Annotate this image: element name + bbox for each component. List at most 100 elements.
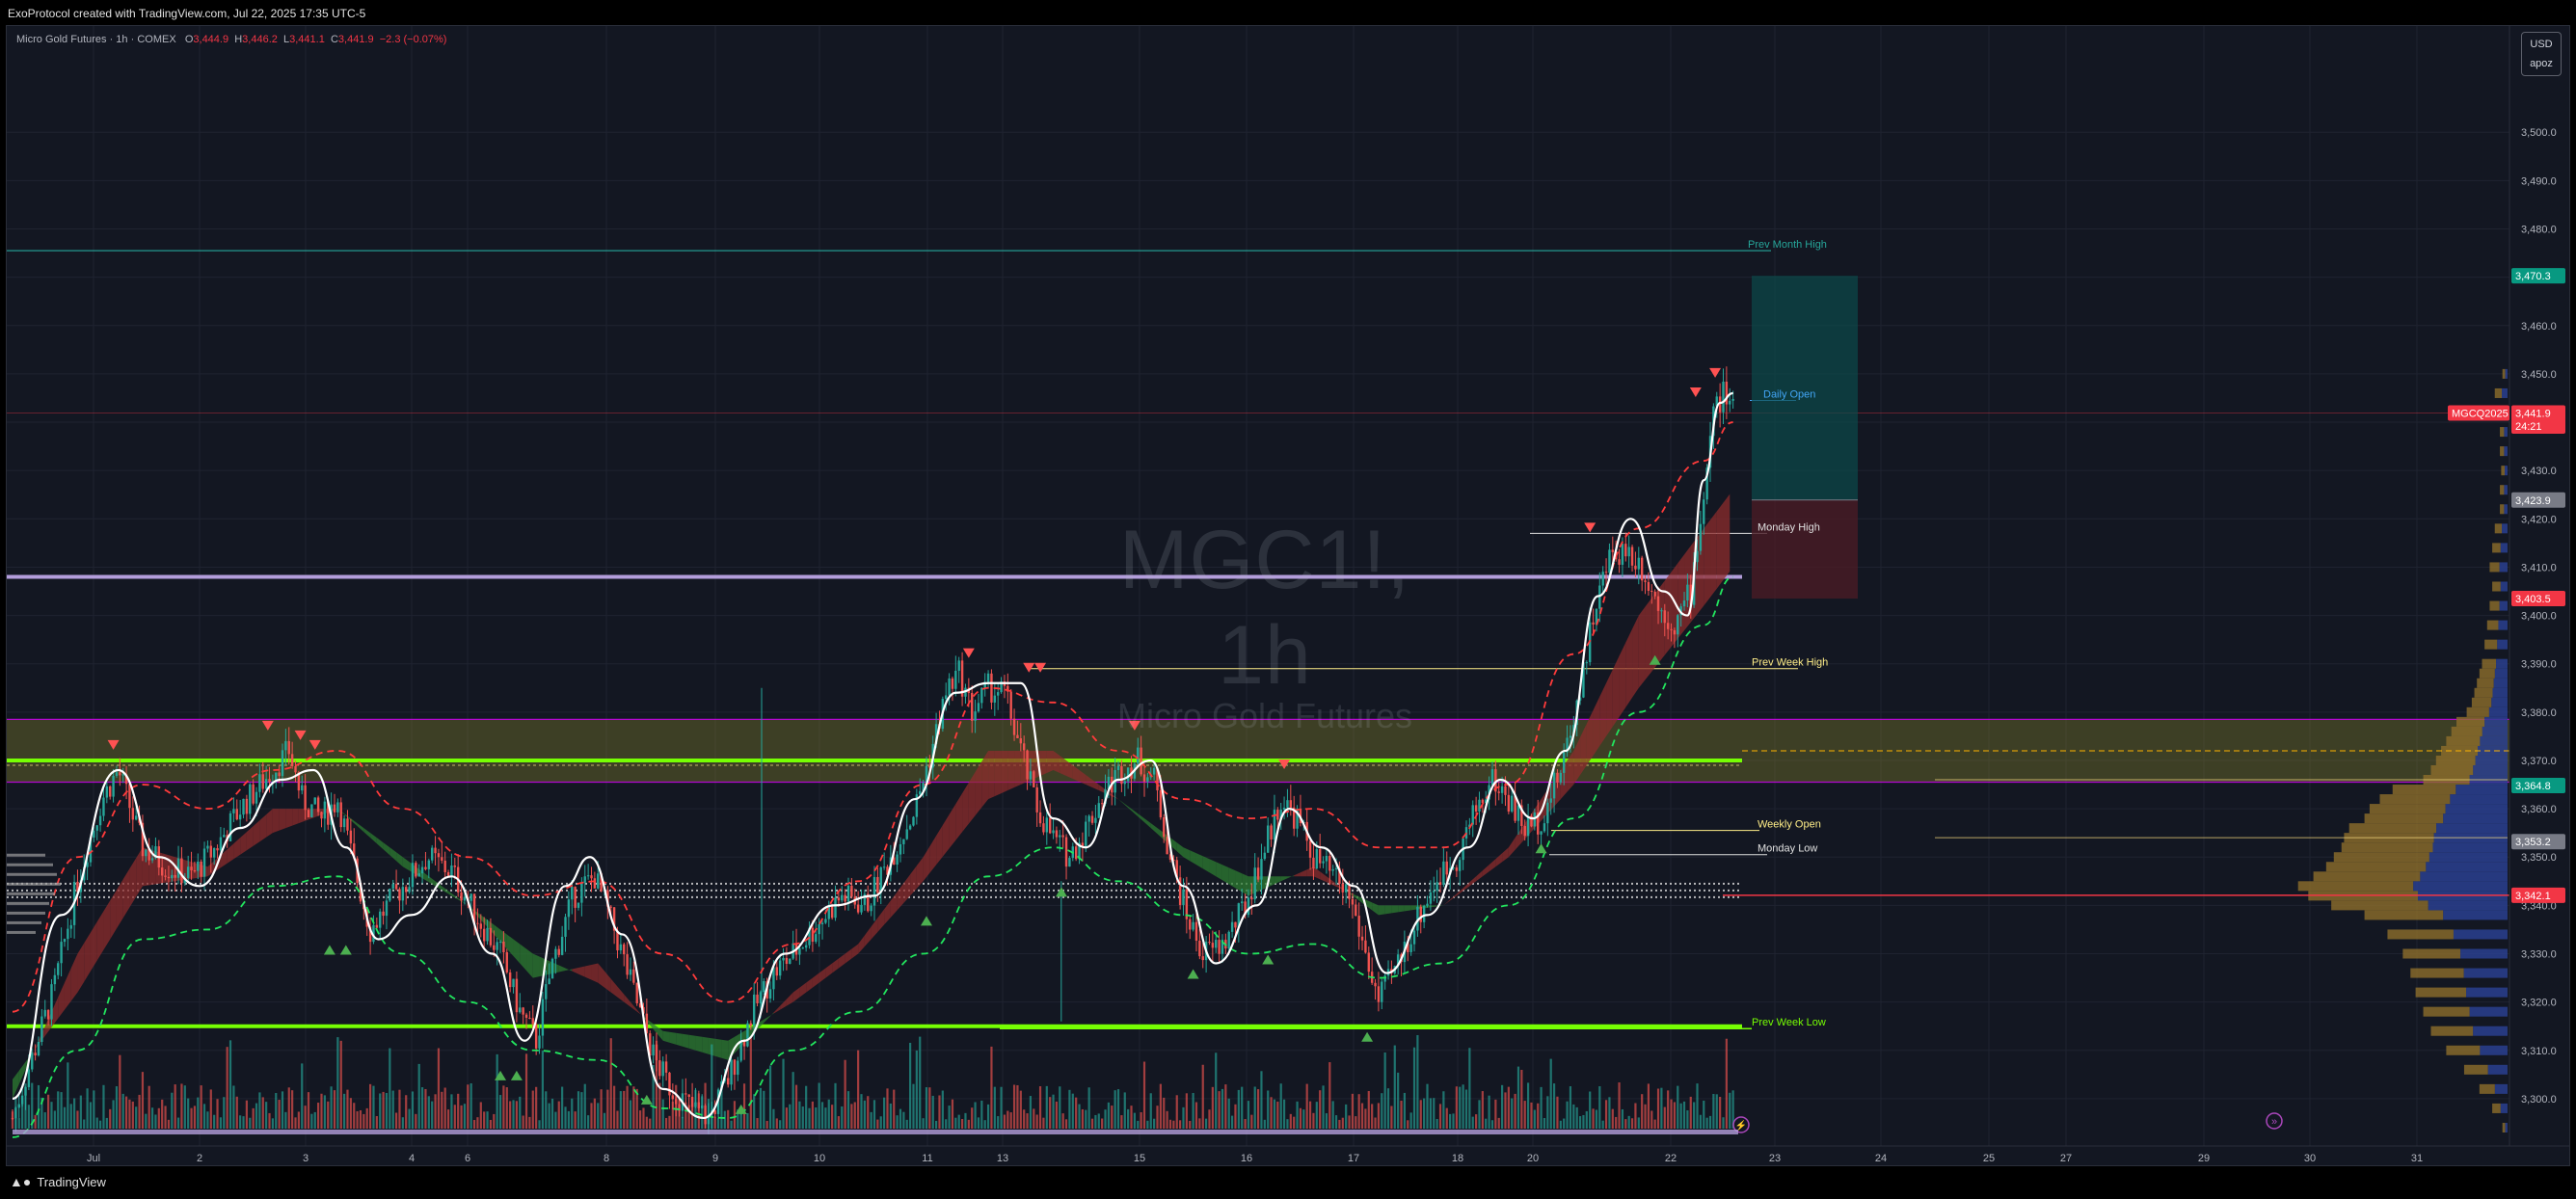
- volume-bar: [1641, 1094, 1644, 1129]
- volume-bar: [1719, 1097, 1722, 1129]
- volume-bar: [353, 1103, 356, 1129]
- ribbon-segment: [630, 1001, 637, 1012]
- volume-bar: [867, 1096, 870, 1129]
- volume-bar: [356, 1110, 359, 1129]
- volume-bar: [135, 1106, 138, 1129]
- ribbon-segment: [1235, 870, 1243, 893]
- candle-body: [1078, 842, 1081, 860]
- candle-body: [638, 1002, 642, 1007]
- ribbon-segment: [1320, 871, 1327, 883]
- currency-selector[interactable]: USD apoz: [2521, 32, 2562, 76]
- candle-body: [405, 887, 408, 893]
- candle-body: [290, 754, 294, 766]
- candle-body: [1234, 921, 1237, 928]
- volume-bar: [957, 1114, 960, 1129]
- volume-bar: [1189, 1120, 1192, 1129]
- price-axis-tick-label: 3,430.0: [2521, 466, 2557, 477]
- ribbon-segment: [1072, 764, 1080, 783]
- candle-body: [772, 967, 775, 990]
- candle-body: [1107, 776, 1111, 789]
- volume-bar: [498, 1095, 502, 1129]
- candle-body: [95, 825, 98, 831]
- tradingview-logo[interactable]: ▲● TradingView: [10, 1174, 106, 1189]
- candle-body: [40, 1016, 43, 1042]
- ribbon-segment: [981, 750, 989, 808]
- time-axis-tick-label: 17: [1348, 1153, 1359, 1164]
- session-volume-bar: [7, 882, 61, 886]
- volume-bar: [1201, 1064, 1204, 1129]
- volume-bar: [98, 1120, 102, 1129]
- volume-bar: [1052, 1094, 1055, 1129]
- chart-panel[interactable]: Prev Month High Daily Open Monday High Prev…: [6, 25, 2570, 1166]
- candle-body: [733, 1059, 737, 1076]
- time-axis-tick-label: 10: [814, 1153, 825, 1164]
- candle-body: [1263, 852, 1267, 860]
- candle-body: [60, 942, 63, 964]
- candle-body: [522, 1007, 524, 1015]
- candle-body: [232, 809, 235, 813]
- candle-body: [1689, 584, 1692, 605]
- price-badge: [2511, 834, 2565, 850]
- volume-bar: [1023, 1109, 1026, 1129]
- candle-body: [1500, 786, 1504, 793]
- candle-body: [1221, 939, 1224, 954]
- volume-bar: [1703, 1100, 1705, 1129]
- candle-body: [1237, 903, 1241, 928]
- volume-profile-bar: [2402, 948, 2461, 959]
- volume-bar: [1130, 1106, 1133, 1129]
- candle-body: [519, 1007, 522, 1013]
- ribbon-segment: [884, 900, 891, 925]
- ribbon-segment: [51, 997, 59, 1027]
- volume-bar: [112, 1100, 115, 1129]
- candle-body: [1569, 735, 1572, 738]
- candle-body: [57, 963, 60, 975]
- ribbon-segment: [558, 965, 566, 973]
- volume-profile-bar-value-area: [2505, 466, 2508, 476]
- volume-bar: [1650, 1110, 1653, 1129]
- candle-body: [472, 893, 476, 923]
- candle-body: [1412, 930, 1416, 945]
- volume-profile-bar-value-area: [2428, 852, 2508, 863]
- ribbon-segment: [695, 1035, 703, 1052]
- candle-body: [983, 681, 986, 688]
- volume-bar: [1256, 1089, 1260, 1129]
- volume-bar: [1198, 1118, 1201, 1129]
- candle-body: [339, 802, 342, 828]
- volume-bar: [307, 1092, 310, 1129]
- volume-bar: [131, 1101, 134, 1129]
- candle-body: [960, 660, 964, 697]
- candle-body: [346, 818, 349, 831]
- ribbon-segment: [1443, 899, 1451, 906]
- ribbon-segment: [897, 883, 904, 911]
- volume-bar: [232, 1085, 235, 1129]
- candle-body: [886, 866, 889, 875]
- ribbon-segment: [357, 823, 364, 833]
- volume-profile-bar: [2500, 427, 2505, 438]
- volume-bar: [1708, 1115, 1712, 1129]
- volume-bar: [512, 1100, 515, 1129]
- ribbon-segment: [1469, 876, 1477, 887]
- volume-bar: [1464, 1089, 1468, 1129]
- candle-body: [1292, 807, 1296, 829]
- candle-body: [349, 830, 353, 844]
- volume-bar: [1250, 1114, 1253, 1129]
- candle-body: [564, 917, 567, 937]
- sell-signal-triangle: [962, 648, 975, 658]
- chart-canvas[interactable]: Prev Month High Daily Open Monday High Prev…: [7, 26, 2569, 1165]
- volume-bar: [723, 1110, 726, 1129]
- volume-profile-bar-value-area: [2505, 1122, 2508, 1132]
- supply-demand-zone: [7, 719, 2509, 783]
- volume-bar: [1526, 1082, 1530, 1129]
- position-stop-area: [1752, 499, 1858, 600]
- candle-body: [50, 984, 53, 1020]
- volume-bar: [948, 1106, 951, 1129]
- volume-bar: [1705, 1117, 1708, 1129]
- candle-body: [896, 854, 899, 866]
- volume-bar: [446, 1109, 450, 1129]
- candle-body: [67, 928, 69, 940]
- volume-bar: [1403, 1092, 1406, 1129]
- volume-bar: [1234, 1104, 1237, 1129]
- candle-body: [268, 779, 271, 783]
- price-badge-label: 3,441.9: [2515, 409, 2551, 420]
- candle-body: [493, 945, 496, 950]
